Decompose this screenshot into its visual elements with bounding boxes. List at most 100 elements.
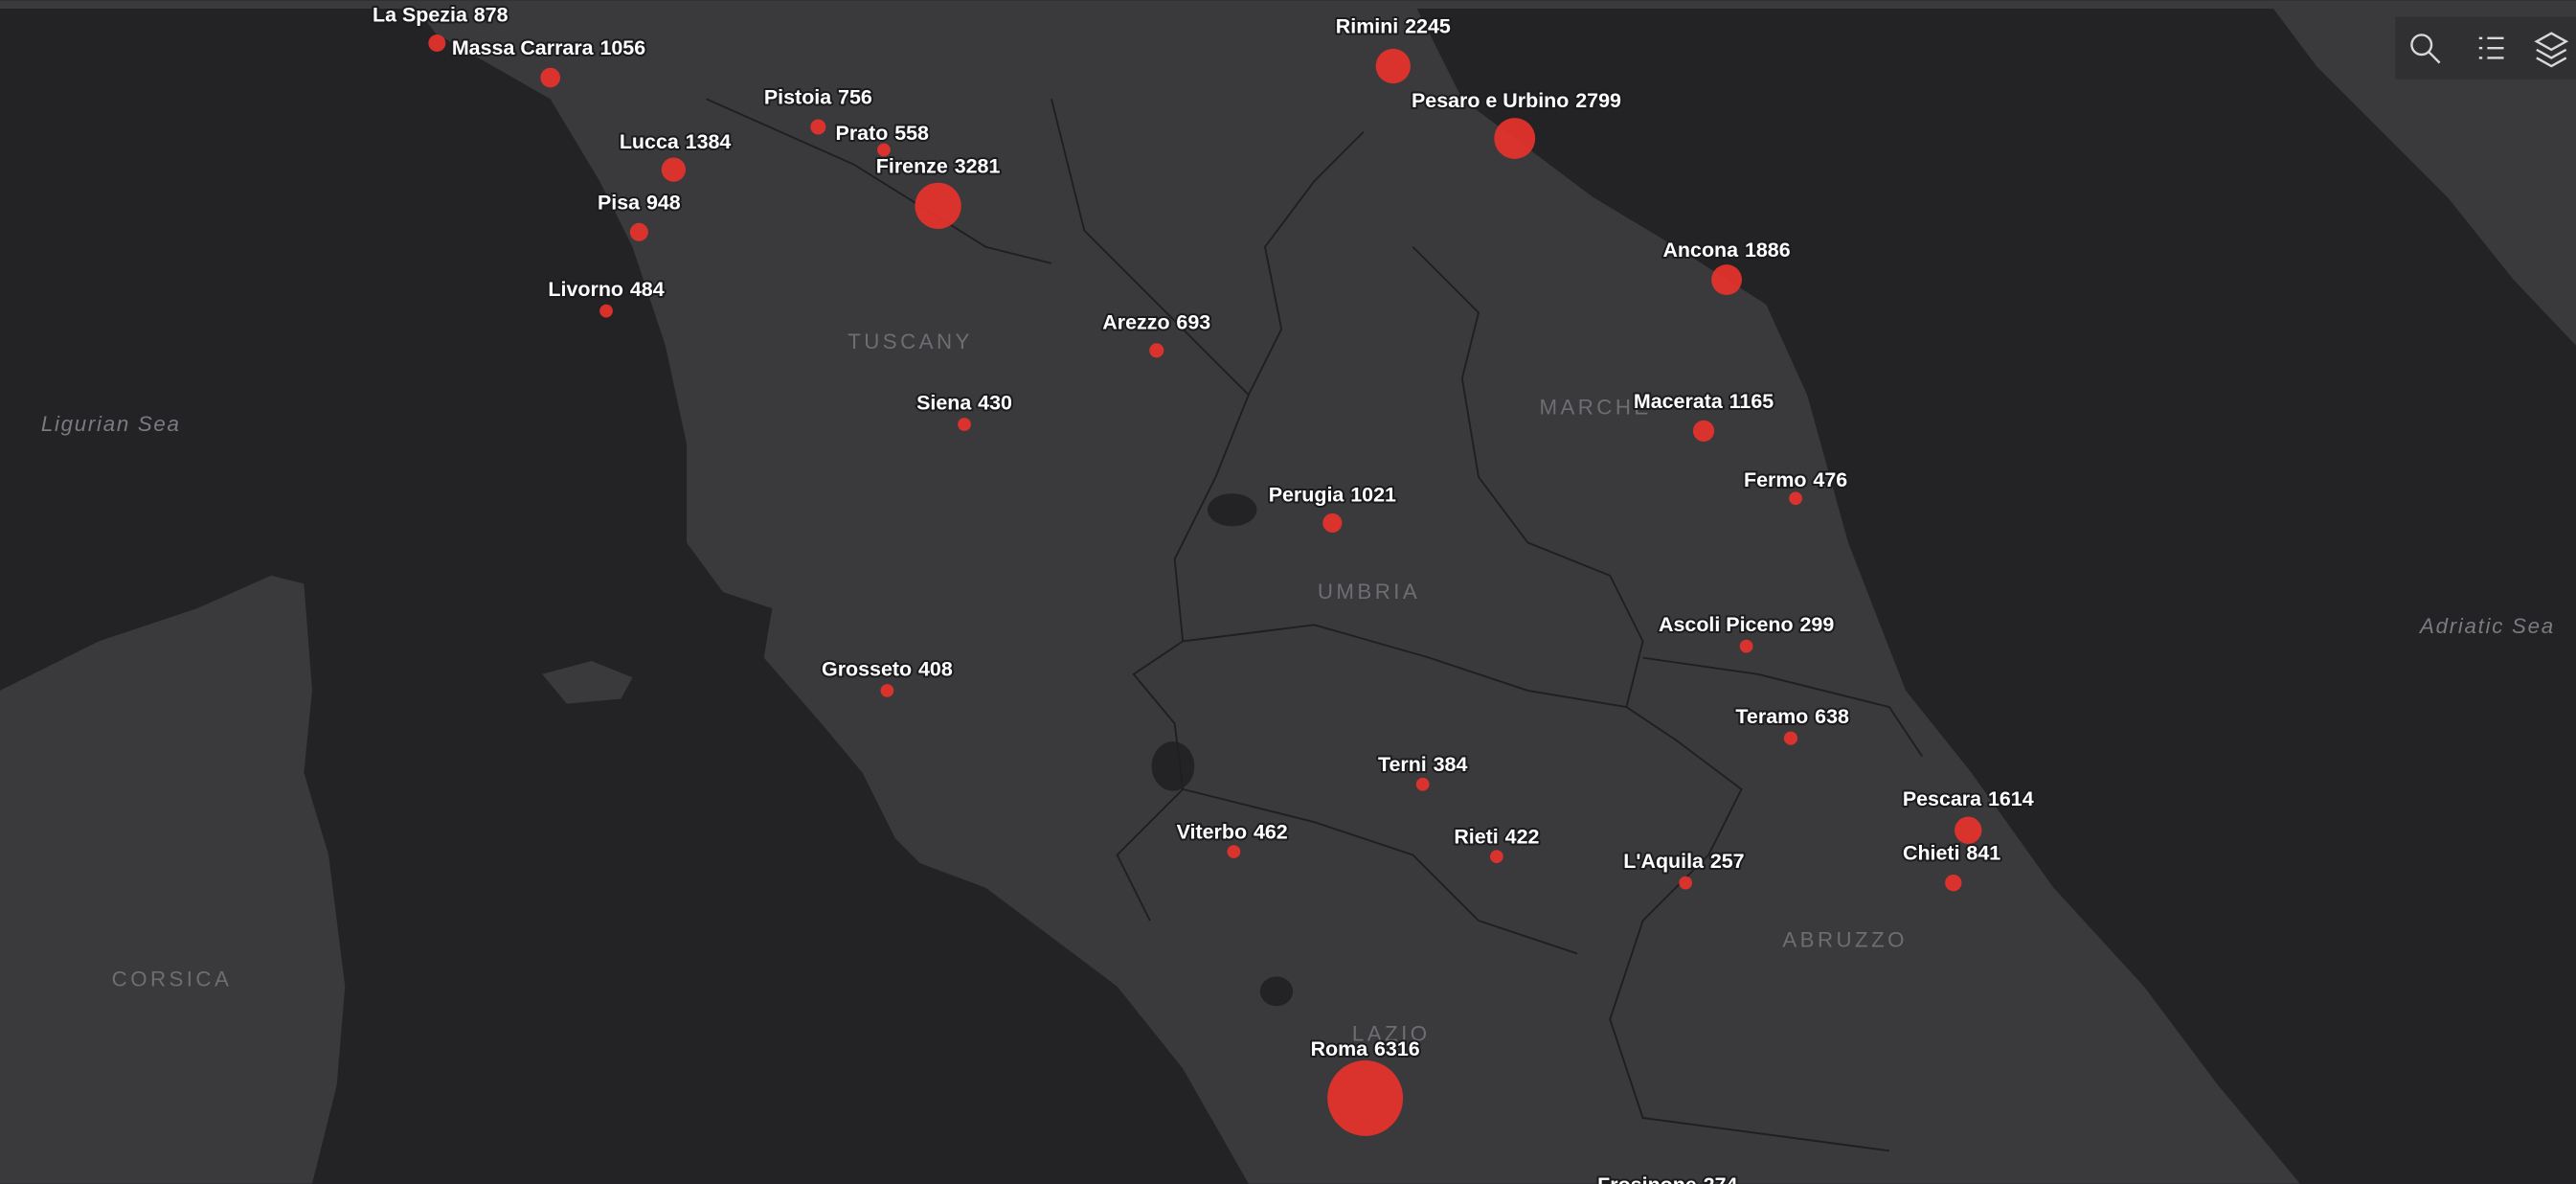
marker-label: Teramo 638 [1735,705,1849,728]
case-marker[interactable] [1227,845,1241,858]
case-marker[interactable] [661,157,687,182]
marker-value: 948 [646,191,681,214]
case-marker[interactable] [1490,850,1503,864]
marker-value: 1614 [1988,787,2034,810]
border [1642,656,1923,758]
layers-button[interactable] [2534,32,2569,68]
marker-label: L'Aquila 257 [1623,850,1744,873]
marker-value: 3281 [955,155,1001,178]
case-marker[interactable] [1375,48,1411,84]
land-north [0,0,2576,9]
marker-label: Fermo 476 [1744,468,1847,491]
marker-name: Fermo [1744,468,1807,491]
case-marker[interactable] [1149,343,1164,358]
case-marker[interactable] [1783,731,1798,745]
case-marker[interactable] [1739,639,1753,653]
legend-button[interactable] [2478,36,2504,59]
marker-value: 2799 [1575,89,1621,112]
marker-name: Ancona [1662,239,1739,262]
marker-label: Rieti 422 [1454,825,1539,848]
marker-name: Massa Carrara [452,36,595,59]
case-marker[interactable] [1711,264,1742,295]
case-marker[interactable] [1327,1059,1404,1136]
marker-label: Ascoli Piceno 299 [1659,613,1834,636]
marker-label: Viterbo 462 [1177,820,1288,843]
marker-name: Livorno [548,278,623,301]
marker-label: Frosinone 274 [1597,1173,1737,1184]
toolbar [2395,16,2576,80]
region-label: Adriatic Sea [2418,614,2555,638]
marker-label: Siena 430 [916,392,1012,415]
marker-label: Macerata 1165 [1634,390,1774,413]
marker-value: 422 [1505,825,1540,848]
marker-name: Lucca [620,130,680,153]
marker-name: Frosinone [1597,1173,1697,1184]
marker-value: 756 [838,85,872,108]
marker-label: Terni 384 [1378,753,1468,776]
island [0,575,346,1184]
case-marker[interactable] [1692,420,1715,442]
region-label: TUSCANY [847,330,973,353]
case-marker[interactable] [958,418,971,431]
case-marker[interactable] [877,143,891,157]
marker-label: La Spezia 878 [373,4,508,27]
marker-value: 841 [1966,842,2000,865]
land-east [2267,0,2576,346]
case-marker[interactable] [915,182,961,229]
lake [1207,493,1257,527]
marker-name: Prato [836,122,889,145]
marker-label: Roma 6316 [1311,1037,1420,1060]
case-marker[interactable] [880,684,894,697]
marker-value: 1165 [1729,390,1774,413]
border [1051,99,1250,922]
border [1183,246,1644,709]
marker-name: Teramo [1735,705,1808,728]
case-marker[interactable] [629,222,648,241]
island [542,661,633,704]
case-marker[interactable] [810,119,826,135]
case-marker[interactable] [1679,876,1693,890]
marker-name: Grosseto [822,657,912,680]
case-marker[interactable] [1494,118,1536,159]
marker-name: Chieti [1903,842,1960,865]
case-marker[interactable] [1415,777,1430,791]
case-marker[interactable] [428,34,446,52]
marker-label: Grosseto 408 [822,657,953,680]
marker-name: Pescara [1903,787,1982,810]
marker-label: Massa Carrara 1056 [452,36,645,59]
marker-value: 878 [474,4,508,27]
marker-label: Pisa 948 [598,191,681,214]
toolbar-bg [2395,16,2576,80]
case-marker[interactable] [1322,512,1343,534]
marker-value: 693 [1176,311,1210,334]
marker-value: 2245 [1405,15,1451,38]
marker-value: 638 [1815,705,1849,728]
marker-label: Firenze 3281 [876,155,1001,178]
border [1609,706,1890,1152]
border [1182,787,1578,955]
marker-label: Rimini 2245 [1336,15,1451,38]
region-label: CORSICA [112,968,233,991]
region-label: LAZIO [1352,1021,1431,1045]
case-marker[interactable] [599,304,613,318]
marker-label: Prato 558 [836,122,930,145]
marker-value: 430 [978,392,1012,415]
marker-name: Siena [916,392,972,415]
marker-value: 274 [1704,1173,1738,1184]
marker-name: Pistoia [764,85,832,108]
marker-value: 257 [1710,850,1745,873]
marker-label: Pesaro e Urbino 2799 [1412,89,1621,112]
marker-name: L'Aquila [1623,850,1705,873]
marker-label: Lucca 1384 [620,130,732,153]
case-marker[interactable] [540,67,561,88]
marker-value: 484 [630,278,665,301]
marker-value: 558 [894,122,929,145]
marker-name: Viterbo [1177,820,1247,843]
case-marker[interactable] [1945,874,1962,892]
marker-name: Terni [1378,753,1427,776]
lake [1259,976,1294,1007]
case-marker[interactable] [1789,491,1802,506]
case-marker[interactable] [1955,816,1982,844]
search-button[interactable] [2410,34,2441,64]
